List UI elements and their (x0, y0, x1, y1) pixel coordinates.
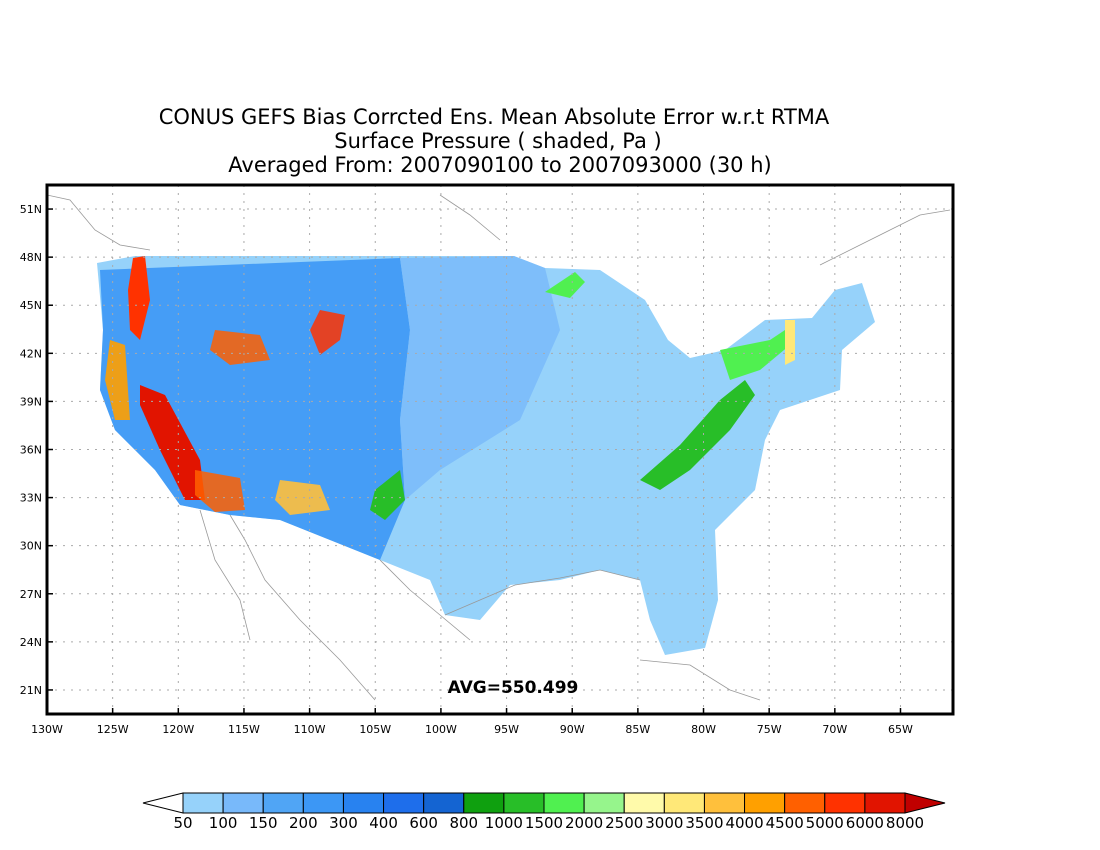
colorbar-label: 5000 (806, 814, 844, 832)
lon-tick-label: 90W (560, 723, 585, 736)
lon-tick-label: 70W (822, 723, 847, 736)
title-line-3: Averaged From: 2007090100 to 2007093000 … (228, 153, 771, 177)
colorbar-swatch (302, 792, 344, 814)
shaded-error-field (97, 256, 875, 655)
baja-coast (199, 509, 251, 641)
colorbar-swatch (503, 792, 545, 814)
colorbar-label: 3500 (685, 814, 723, 832)
colorbar-swatch (182, 792, 224, 814)
colorbar-label: 3000 (645, 814, 683, 832)
lon-tick-label: 80W (691, 723, 716, 736)
coastline-outlines (47, 194, 951, 701)
rockies-high-central (310, 310, 345, 355)
sierra-nevada-maximum (140, 385, 205, 500)
colorbar-swatch (383, 792, 425, 814)
colorbar-swatch (262, 792, 304, 814)
lat-tick-label: 39N (20, 395, 42, 408)
colorbar-swatch (583, 792, 625, 814)
colorbar-swatch (824, 792, 866, 814)
colorbar (142, 792, 946, 814)
lon-tick-label: 115W (228, 723, 260, 736)
colorbar-label: 6000 (846, 814, 884, 832)
colorbar-high-arrow (904, 792, 946, 814)
appalachian-north (720, 330, 790, 380)
adirondack-ridge (785, 320, 795, 365)
lon-tick-label: 95W (494, 723, 519, 736)
colorbar-swatch (463, 792, 505, 814)
rockies-high-south (275, 480, 330, 515)
colorbar-swatch (342, 792, 385, 814)
map-grid (47, 185, 953, 714)
lon-tick-label: 125W (97, 723, 129, 736)
colorbar-label: 2500 (605, 814, 643, 832)
longitude-axis: 130W 125W 120W 115W 110W 105W 100W 95W 90W 85W 80W… (31, 708, 913, 736)
coastal-range-high (105, 340, 130, 420)
colorbar-label: 100 (209, 814, 238, 832)
lat-tick-label: 42N (20, 347, 42, 360)
colorbar-label: 600 (409, 814, 438, 832)
plains-shading (400, 256, 560, 500)
lat-tick-label: 51N (20, 203, 42, 216)
colorbar-label: 50 (173, 814, 192, 832)
colorbar-label: 2000 (565, 814, 603, 832)
lon-tick-label: 75W (757, 723, 782, 736)
colorbar-label: 1500 (525, 814, 563, 832)
cascades-maximum (128, 256, 150, 340)
high-plains-green (370, 470, 405, 520)
title-line-2: Surface Pressure ( shaded, Pa ) (334, 129, 661, 153)
southwest-high (195, 470, 245, 512)
lon-tick-label: 105W (359, 723, 391, 736)
colorbar-low-arrow (142, 792, 184, 814)
colorbar-swatch (784, 792, 826, 814)
lat-tick-label: 24N (20, 636, 42, 649)
lat-tick-label: 45N (20, 299, 42, 312)
lat-tick-label: 48N (20, 251, 42, 264)
cuba-coast (639, 659, 761, 701)
colorbar-swatch (543, 792, 585, 814)
lat-tick-label: 36N (20, 444, 42, 457)
colorbar-swatch (744, 792, 786, 814)
lon-tick-label: 85W (625, 723, 650, 736)
colorbar-swatch (623, 792, 665, 814)
colorbar-label: 8000 (886, 814, 924, 832)
appalachian-ridge (640, 380, 755, 490)
lat-tick-label: 33N (20, 492, 42, 505)
colorbar-label: 1000 (485, 814, 523, 832)
colorbar-label: 800 (449, 814, 478, 832)
colorbar-swatch (864, 792, 906, 814)
title-line-1: CONUS GEFS Bias Corrcted Ens. Mean Absol… (159, 105, 830, 129)
colorbar-label: 4500 (766, 814, 804, 832)
lon-tick-label: 110W (294, 723, 326, 736)
great-lakes-high (545, 272, 585, 298)
lon-tick-label: 130W (31, 723, 63, 736)
gulf-coast (444, 569, 641, 616)
colorbar-label: 150 (249, 814, 278, 832)
colorbar-label: 200 (289, 814, 318, 832)
rockies-high-north (210, 330, 270, 365)
lon-tick-label: 100W (425, 723, 457, 736)
lat-tick-label: 30N (20, 540, 42, 553)
colorbar-swatch (423, 792, 465, 814)
colorbar-swatch (703, 792, 746, 814)
canada-coastline (47, 194, 951, 266)
colorbar-label: 400 (369, 814, 398, 832)
lon-tick-label: 120W (162, 723, 194, 736)
lat-tick-label: 27N (20, 588, 42, 601)
colorbar-label: 300 (329, 814, 358, 832)
colorbar-label: 4000 (725, 814, 763, 832)
average-label: AVG=550.499 (448, 678, 579, 698)
lon-tick-label: 65W (888, 723, 913, 736)
lat-tick-label: 21N (20, 684, 42, 697)
colorbar-swatch (663, 792, 705, 814)
colorbar-swatch (222, 792, 264, 814)
latitude-axis: 51N 48N 45N 42N 39N 36N 33N 30N 27N 24N 21N (20, 203, 53, 697)
colorbar-labels: 50 100 150 200 300 400 600 800 1000 1500 2000 2500 3… (173, 814, 924, 832)
mexico-border (229, 514, 471, 701)
